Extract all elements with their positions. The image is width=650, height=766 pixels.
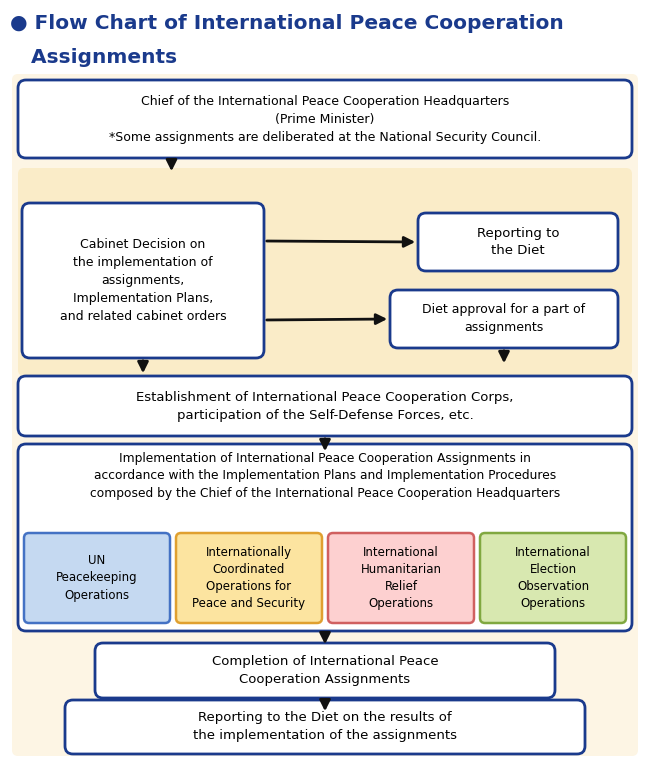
Text: UN
Peacekeeping
Operations: UN Peacekeeping Operations (56, 555, 138, 601)
FancyBboxPatch shape (12, 74, 638, 756)
Text: Cabinet Decision on
the implementation of
assignments,
Implementation Plans,
and: Cabinet Decision on the implementation o… (60, 238, 226, 323)
Text: Implementation of International Peace Cooperation Assignments in
accordance with: Implementation of International Peace Co… (90, 452, 560, 500)
Text: ● Flow Chart of International Peace Cooperation: ● Flow Chart of International Peace Coop… (10, 14, 564, 33)
FancyBboxPatch shape (18, 376, 632, 436)
FancyBboxPatch shape (18, 80, 632, 158)
FancyBboxPatch shape (95, 643, 555, 698)
Text: Establishment of International Peace Cooperation Corps,
participation of the Sel: Establishment of International Peace Coo… (136, 391, 514, 421)
Text: Reporting to the Diet on the results of
the implementation of the assignments: Reporting to the Diet on the results of … (193, 712, 457, 742)
Text: International
Humanitarian
Relief
Operations: International Humanitarian Relief Operat… (361, 546, 441, 610)
FancyBboxPatch shape (390, 290, 618, 348)
FancyBboxPatch shape (18, 168, 632, 376)
FancyBboxPatch shape (22, 203, 264, 358)
FancyBboxPatch shape (65, 700, 585, 754)
FancyBboxPatch shape (328, 533, 474, 623)
FancyBboxPatch shape (24, 533, 170, 623)
Text: Diet approval for a part of
assignments: Diet approval for a part of assignments (422, 303, 586, 335)
FancyBboxPatch shape (18, 444, 632, 631)
Text: Assignments: Assignments (10, 48, 177, 67)
Text: Chief of the International Peace Cooperation Headquarters
(Prime Minister)
*Some: Chief of the International Peace Coopera… (109, 94, 541, 143)
FancyBboxPatch shape (418, 213, 618, 271)
Text: International
Election
Observation
Operations: International Election Observation Opera… (515, 546, 591, 610)
FancyBboxPatch shape (176, 533, 322, 623)
Text: Internationally
Coordinated
Operations for
Peace and Security: Internationally Coordinated Operations f… (192, 546, 306, 610)
Text: Reporting to
the Diet: Reporting to the Diet (476, 227, 559, 257)
Text: Completion of International Peace
Cooperation Assignments: Completion of International Peace Cooper… (212, 655, 438, 686)
FancyBboxPatch shape (480, 533, 626, 623)
